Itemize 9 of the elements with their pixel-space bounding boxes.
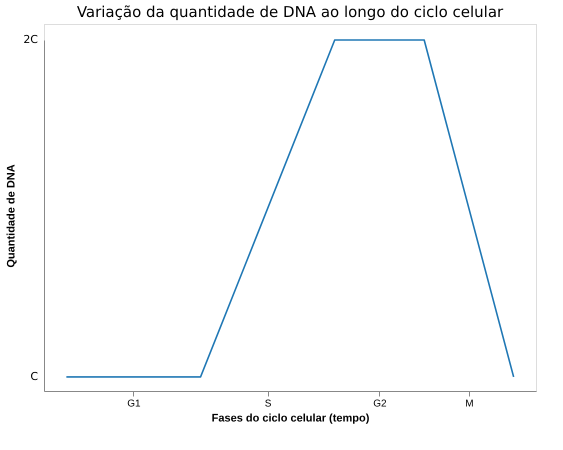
y-axis-title: Quantidade de DNA [6, 164, 18, 268]
x-axis-title: Fases do ciclo celular (tempo) [212, 412, 370, 424]
text: C [30, 370, 38, 383]
x-tick-label: G2 [373, 398, 388, 410]
x-tick-label: S [264, 398, 272, 410]
chart-title: Variação da quantidade de DNA ao longo do ciclo celular [76, 3, 504, 21]
x-tick-label: M [465, 398, 474, 410]
text: 2C [23, 33, 38, 46]
x-tick-label: G1 [127, 398, 142, 410]
